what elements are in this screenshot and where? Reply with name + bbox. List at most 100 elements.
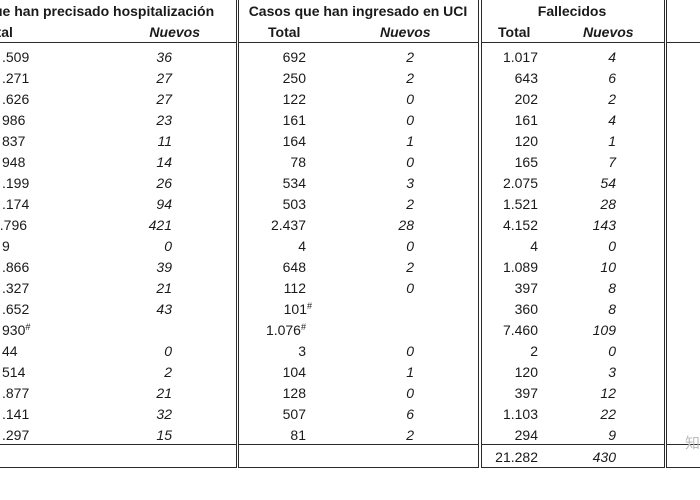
uci-total-cell: 104 [282, 364, 306, 380]
uci-total-cell: 78 [290, 154, 306, 170]
fall-new-cell: 8 [608, 280, 616, 296]
hosp-new-cell: 36 [156, 49, 172, 65]
hosp-new-cell: 23 [156, 112, 172, 128]
hosp-new-cell: 26 [156, 175, 172, 191]
hosp-new-cell: 21 [156, 385, 172, 401]
fall-new-cell: 4 [608, 49, 616, 65]
header-rule [238, 42, 478, 43]
uci-new-cell: 3 [406, 175, 414, 191]
fall-total-cell: 165 [514, 154, 538, 170]
uci-new-cell: 1 [406, 364, 414, 380]
hosp-total-cell: .509 [2, 49, 30, 65]
uci-new-cell: 2 [406, 259, 414, 275]
uci-new-cell: 0 [406, 343, 414, 359]
fall-total-cell: 360 [514, 301, 538, 317]
fall-new-cell: 6 [608, 70, 616, 86]
uci-new-cell: 6 [406, 406, 414, 422]
hosp-total-cell: .141 [2, 406, 30, 422]
total-rule [238, 444, 478, 445]
hosp-total-cell: .866 [2, 259, 30, 275]
uci-total-cell: 112 [283, 280, 306, 296]
column-divider [664, 0, 665, 468]
fall-new-cell: 2 [608, 91, 616, 107]
total-rule [0, 444, 236, 445]
fall-total-cell: 202 [514, 91, 538, 107]
hosp-total-cell: 514 [2, 364, 26, 380]
uci-new-cell: 2 [406, 196, 414, 212]
fall-total-cell: 120 [514, 133, 538, 149]
uci-total-cell: 503 [282, 196, 306, 212]
fall-total-cell: 4 [530, 238, 538, 254]
hosp-total-cell: 837 [2, 133, 26, 149]
footnote-mark: # [300, 322, 306, 332]
uci-new-cell: 1 [406, 133, 414, 149]
fall-new-cell: 12 [600, 385, 616, 401]
fall-total-cell: 2 [530, 343, 538, 359]
fall-new-cell: 10 [600, 259, 616, 275]
hosp-total-cell: .626 [2, 91, 30, 107]
hosp-total-cell: 44 [2, 343, 18, 359]
uci-total-cell: 161 [282, 112, 306, 128]
uci-total-cell: 534 [282, 175, 306, 191]
hosp-new-cell: 27 [156, 70, 172, 86]
fall-new-cell: 1 [608, 133, 616, 149]
bottom-rule [481, 467, 664, 468]
hosp-total-cell: .652 [2, 301, 30, 317]
fall-total-cell: 1.089 [502, 259, 538, 275]
uci-new-cell: 2 [406, 70, 414, 86]
footnote-mark: # [25, 322, 31, 332]
uci-total-cell: 122 [282, 91, 306, 107]
fall-new-cell: 109 [592, 322, 616, 338]
uci-total-cell: 250 [282, 70, 306, 86]
uci-total-cell: 4 [298, 238, 306, 254]
uci-new-cell: 0 [406, 91, 414, 107]
hosp-new-cell: 421 [148, 217, 172, 233]
fall-new-cell: 8 [608, 301, 616, 317]
uci-new-cell: 0 [406, 385, 414, 401]
header-rule [481, 42, 664, 43]
fall-new-cell: 28 [600, 196, 616, 212]
uci-total-cell: 101# [283, 301, 312, 317]
fall-new-cell: 9 [608, 427, 616, 443]
fall-total-cell: 397 [514, 385, 538, 401]
hosp-total-cell: 948 [2, 154, 26, 170]
column-divider [666, 0, 667, 468]
uci-total-cell: 164 [282, 133, 306, 149]
hosp-new-cell: 2 [164, 364, 172, 380]
fall-total-cell: 161 [514, 112, 538, 128]
hosp-total-cell: 930# [2, 322, 31, 338]
bottom-rule [238, 467, 478, 468]
group-header-hospitalizacion: ue han precisado hospitalización [0, 3, 215, 19]
bottom-rule [0, 467, 236, 468]
uci-total-cell: 648 [282, 259, 306, 275]
watermark: 知 [684, 435, 700, 452]
fall-new-cell: 3 [608, 364, 616, 380]
fall-total-cell: 2.075 [502, 175, 538, 191]
hosp-new-cell: 11 [157, 133, 172, 149]
hosp-total-cell: 9 [2, 238, 10, 254]
hosp-total-cell: .271 [2, 70, 30, 86]
uci-total-cell: 81 [290, 427, 306, 443]
fall-total-cell: 397 [514, 280, 538, 296]
fall-total-cell: 7.460 [502, 322, 538, 338]
total-rule [481, 444, 664, 445]
fall-total-cell: 1.521 [502, 196, 538, 212]
fall-new-cell: 54 [600, 175, 616, 191]
hosp-new-cell: 94 [156, 196, 172, 212]
hosp-total-cell: .174 [2, 196, 30, 212]
hosp-total-cell: .877 [2, 385, 30, 401]
subheader-nuevos: Nuevos [380, 24, 431, 40]
header-rule [0, 42, 236, 43]
uci-new-cell: 0 [406, 112, 414, 128]
hosp-total-cell: 986 [2, 112, 26, 128]
hosp-total-cell: 2.796 [0, 217, 28, 233]
fall-new-cell: 7 [608, 154, 616, 170]
fall-total-cell: 4.152 [502, 217, 538, 233]
fall-new-cell: 143 [592, 217, 616, 233]
column-divider [478, 0, 479, 468]
hosp-new-cell: 21 [156, 280, 172, 296]
hosp-total-cell: .297 [2, 427, 30, 443]
fall-total-cell: 294 [514, 427, 538, 443]
fall-total-cell: 643 [514, 70, 538, 86]
fall-new-cell: 0 [608, 238, 616, 254]
